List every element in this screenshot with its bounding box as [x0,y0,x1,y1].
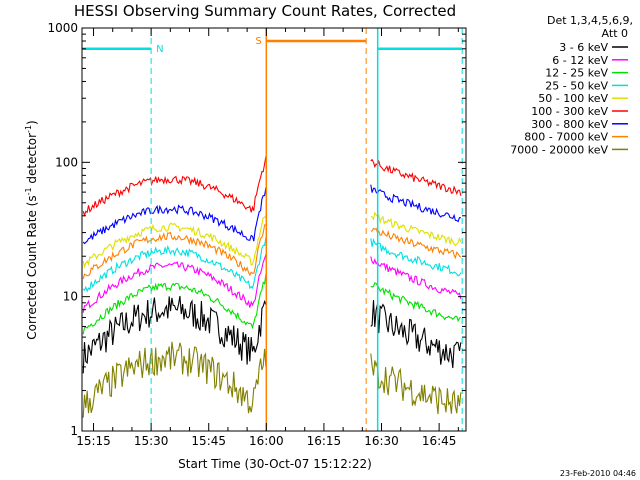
legend-entry-label: 7000 - 20000 keV [510,143,608,156]
series-line [82,296,462,374]
series-line [82,156,462,217]
legend-title-line2: Att 0 [602,27,628,40]
x-tick-label: 16:00 [249,434,284,448]
x-tick-label: 16:30 [364,434,399,448]
saa-annotation: S [255,36,261,47]
x-tick-label: 16:15 [307,434,342,448]
legend-entry-label: 100 - 300 keV [531,105,608,118]
y-tick-label: 1 [70,424,78,438]
legend-entry-label: 800 - 7000 keV [524,131,608,144]
legend-entry-label: 300 - 800 keV [531,118,608,131]
x-axis-label: Start Time (30-Oct-07 15:12:22) [178,457,372,471]
series-line [82,211,462,269]
x-tick-label: 15:45 [191,434,226,448]
night-annotation: N [156,44,163,55]
x-tick-label: 15:30 [134,434,169,448]
plot-area: NS [82,28,463,431]
x-axis: 15:15 15:30 15:45 16:00 16:15 16:30 16:45 [76,28,459,448]
legend-entry-label: 50 - 100 keV [538,92,608,105]
x-tick-label: 16:45 [422,434,457,448]
y-tick-label: 100 [55,155,78,169]
series-line [82,341,462,418]
y-axis: 1 10 100 1000 [47,21,466,438]
y-tick-label: 1000 [47,21,78,35]
x-tick-label: 15:15 [76,434,111,448]
legend-entry-label: 3 - 6 keV [559,41,608,54]
legend-title-line1: Det 1,3,4,5,6,9, [547,14,633,27]
series-line [82,237,462,293]
y-tick-label: 10 [63,290,78,304]
timestamp: 23-Feb-2010 04:46 [560,469,636,478]
y-axis-label: Corrected Count Rate (s-1 detector-1) [24,120,39,339]
legend-entry-label: 25 - 50 keV [545,79,608,92]
series-line [82,224,462,279]
plot-frame [81,27,467,432]
chart-title: HESSI Observing Summary Count Rates, Cor… [74,2,456,20]
legend-entry-label: 12 - 25 keV [545,67,608,80]
series-line [82,184,461,245]
legend-entry-label: 6 - 12 keV [552,54,608,67]
series-line [82,254,462,313]
series-line [82,274,462,335]
